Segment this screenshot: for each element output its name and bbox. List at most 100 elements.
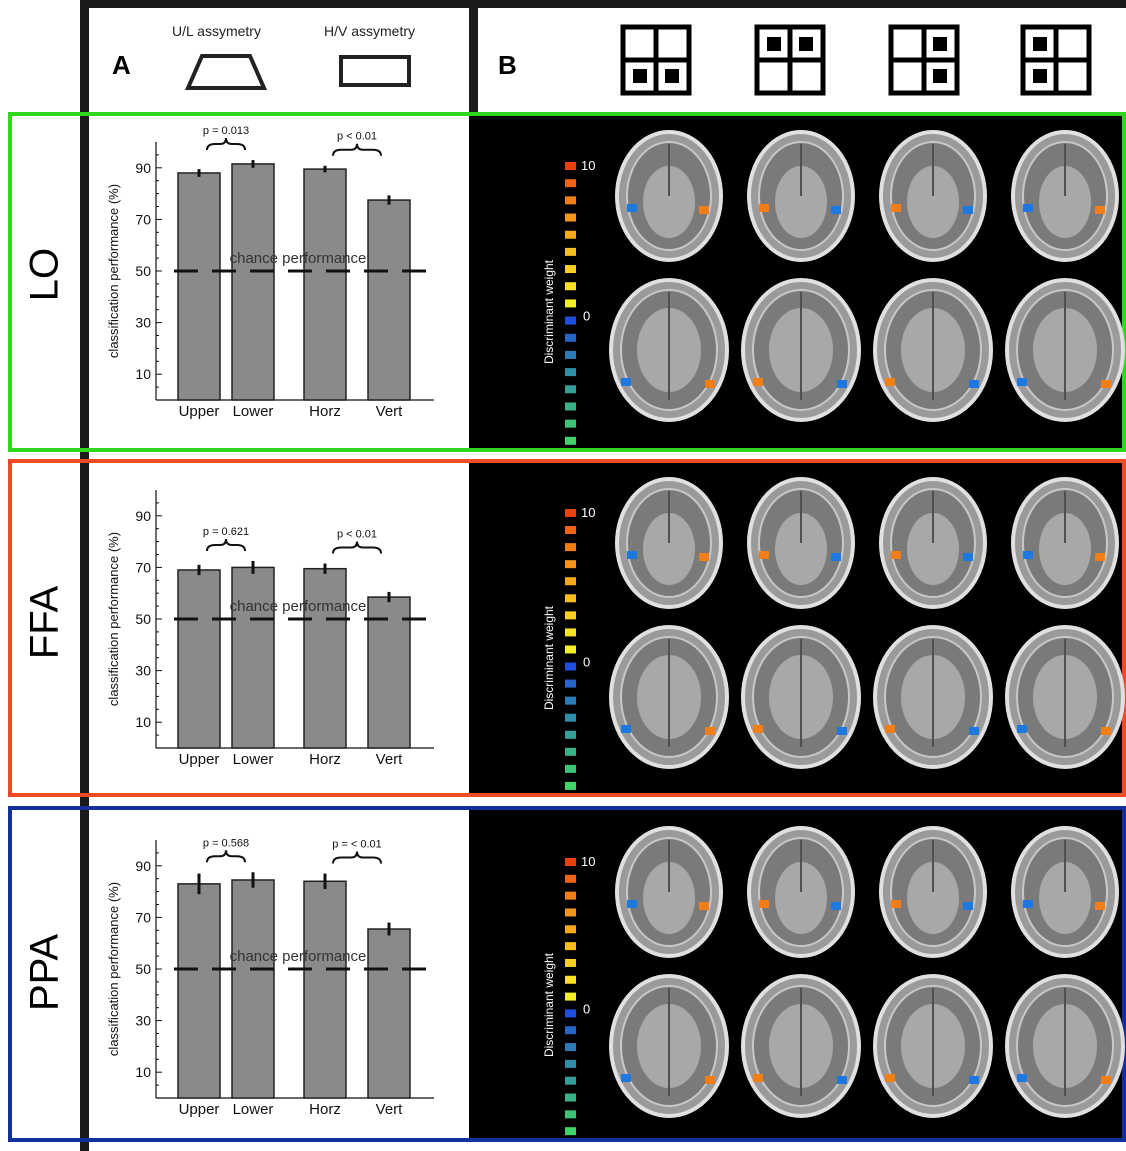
axial-brain-slice [1005, 974, 1125, 1118]
y-tick-label: 90 [135, 508, 151, 524]
coronal-brain-slice [1011, 130, 1119, 262]
inner-structure [643, 166, 695, 238]
row-box-ffa [8, 459, 1126, 797]
roi-label-ppa: PPA [22, 933, 67, 1012]
activation-blob [621, 378, 631, 386]
activation-blob [831, 553, 841, 561]
colorbar-cell [565, 543, 576, 552]
colorbar-cell [565, 316, 576, 325]
colorbar-cell [565, 1093, 576, 1102]
activation-blob [699, 902, 709, 910]
axial-brain-slice [741, 278, 861, 422]
chance-label: chance performance [230, 948, 367, 965]
colorbar-cell [565, 908, 576, 917]
brain-images-ffa: 100-10Discriminant weight [542, 477, 1125, 790]
stimulus-lower-quadrants-icon [620, 24, 692, 96]
x-tick-label: Horz [309, 1101, 341, 1118]
axial-brain-slice [609, 278, 729, 422]
axial-brain-slice [1005, 625, 1125, 769]
y-tick-label: 30 [135, 663, 151, 679]
activation-blob [969, 1076, 979, 1084]
y-axis-label: classification performance (%) [106, 882, 121, 1056]
x-tick-label: Upper [179, 1101, 220, 1118]
significance-brace [332, 851, 382, 864]
x-tick-label: Lower [233, 751, 274, 768]
inner-structure [643, 513, 695, 585]
colorbar-cell [565, 662, 576, 671]
ul-asymmetry-label: U/L assymetry [172, 23, 261, 39]
roi-label-ffa: FFA [22, 585, 67, 660]
colorbar-cell [565, 213, 576, 222]
significance-brace [206, 850, 246, 863]
chance-label: chance performance [230, 250, 367, 267]
y-tick-label: 10 [135, 366, 151, 382]
colorbar-cell [565, 958, 576, 967]
colorbar-cell [565, 611, 576, 620]
activation-blob [627, 204, 637, 212]
activation-blob [891, 900, 901, 908]
activation-blob [1101, 380, 1111, 388]
axial-brain-slice [873, 974, 993, 1118]
colorbar-cell [565, 992, 576, 1001]
activation-blob [837, 380, 847, 388]
y-tick-label: 10 [135, 1064, 151, 1080]
activation-blob [699, 206, 709, 214]
coronal-brain-slice [747, 826, 855, 958]
row-box-lo [8, 112, 1126, 452]
activation-blob [699, 553, 709, 561]
activation-blob [831, 902, 841, 910]
axial-brain-slice [1005, 278, 1125, 422]
coronal-brain-slice [879, 477, 987, 609]
colorbar-cell [565, 333, 576, 342]
x-tick-label: Vert [376, 403, 404, 420]
significance-brace [332, 143, 382, 156]
colorbar-cell [565, 265, 576, 274]
x-tick-label: Upper [179, 403, 220, 420]
colorbar-cell [565, 230, 576, 239]
stimulus-right-quadrants-icon [888, 24, 960, 96]
colorbar-mid-label: 0 [583, 309, 590, 324]
activation-blob [759, 204, 769, 212]
activation-blob [885, 1074, 895, 1082]
colorbar-max-label: 10 [581, 158, 595, 173]
panel-a-letter: A [112, 50, 131, 80]
activation-blob [891, 551, 901, 559]
coronal-brain-slice [747, 130, 855, 262]
axial-brain-slice [741, 974, 861, 1118]
x-tick-label: Vert [376, 751, 404, 768]
colorbar-cell [565, 1076, 576, 1085]
activation-blob [1023, 204, 1033, 212]
activation-blob [1017, 378, 1027, 386]
activation-blob [1017, 725, 1027, 733]
p-value-label: p = 0.621 [203, 526, 249, 538]
y-tick-label: 70 [135, 909, 151, 925]
colorbar-cell [565, 628, 576, 637]
activation-blob [837, 727, 847, 735]
colorbar-cell [565, 247, 576, 256]
bar-upper [177, 883, 221, 1099]
colorbar-cell [565, 577, 576, 586]
inner-structure [1039, 513, 1091, 585]
bar-horz [303, 168, 347, 401]
activation-blob [753, 378, 763, 386]
roi-label-lo: LO [22, 247, 67, 302]
colorbar-cell [565, 781, 576, 790]
activation-blob [705, 380, 715, 388]
significance-brace [206, 138, 246, 151]
coronal-brain-slice [615, 477, 723, 609]
x-tick-label: Vert [376, 1101, 404, 1118]
brain-images-ppa: 100-10Discriminant weight [542, 826, 1125, 1136]
top-frame-bar [80, 0, 1126, 8]
colorbar-cell [565, 368, 576, 377]
inner-structure [775, 862, 827, 934]
colorbar-cell [565, 1127, 576, 1136]
inner-structure [775, 166, 827, 238]
panel-b-letter: B [498, 50, 517, 80]
activation-blob [1101, 1076, 1111, 1084]
p-value-label: p < 0.01 [337, 529, 377, 541]
bar-chart-ppa: classification performance (%) 10 30 50 70 90… [106, 837, 434, 1118]
colorbar-cell [565, 764, 576, 773]
colorbar-cell [565, 419, 576, 428]
colorbar-cell [565, 1026, 576, 1035]
activation-blob [705, 727, 715, 735]
